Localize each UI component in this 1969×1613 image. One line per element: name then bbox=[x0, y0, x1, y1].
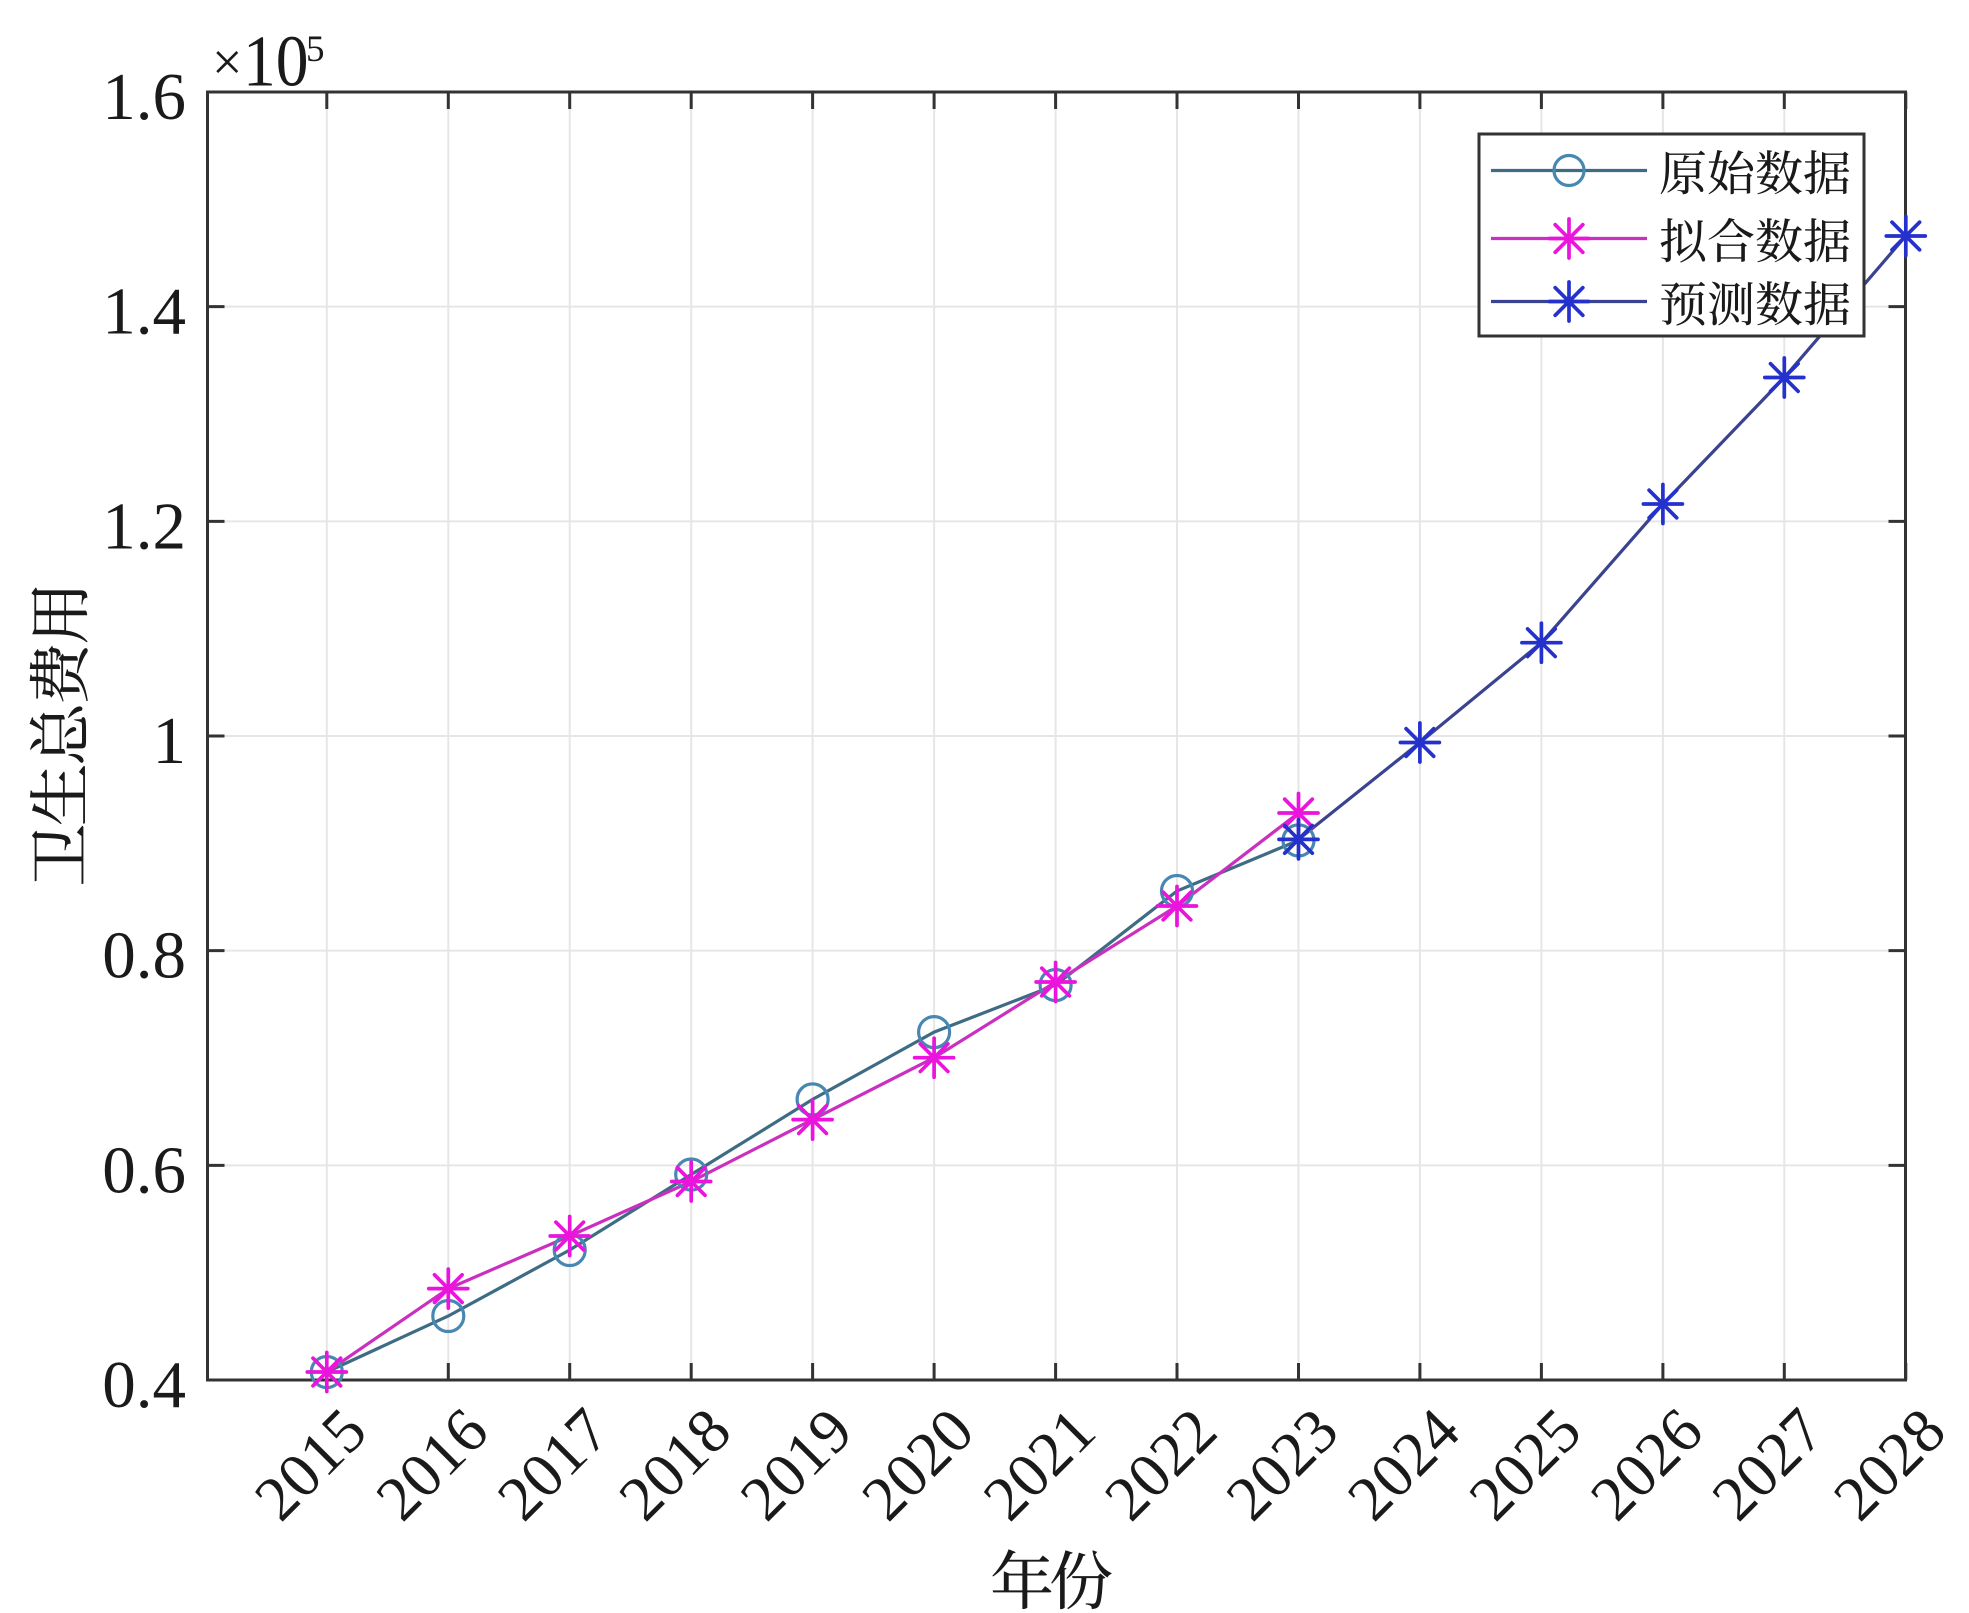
svg-text:×: × bbox=[212, 32, 242, 92]
svg-text:1.6: 1.6 bbox=[102, 60, 186, 134]
svg-text:0.6: 0.6 bbox=[102, 1133, 186, 1207]
svg-text:10: 10 bbox=[243, 21, 309, 102]
svg-text:1.2: 1.2 bbox=[102, 489, 186, 563]
svg-text:1: 1 bbox=[153, 704, 187, 778]
svg-text:0.8: 0.8 bbox=[102, 919, 186, 993]
svg-text:0.4: 0.4 bbox=[102, 1348, 186, 1422]
svg-text:5: 5 bbox=[306, 29, 325, 70]
svg-text:1.4: 1.4 bbox=[102, 275, 186, 349]
